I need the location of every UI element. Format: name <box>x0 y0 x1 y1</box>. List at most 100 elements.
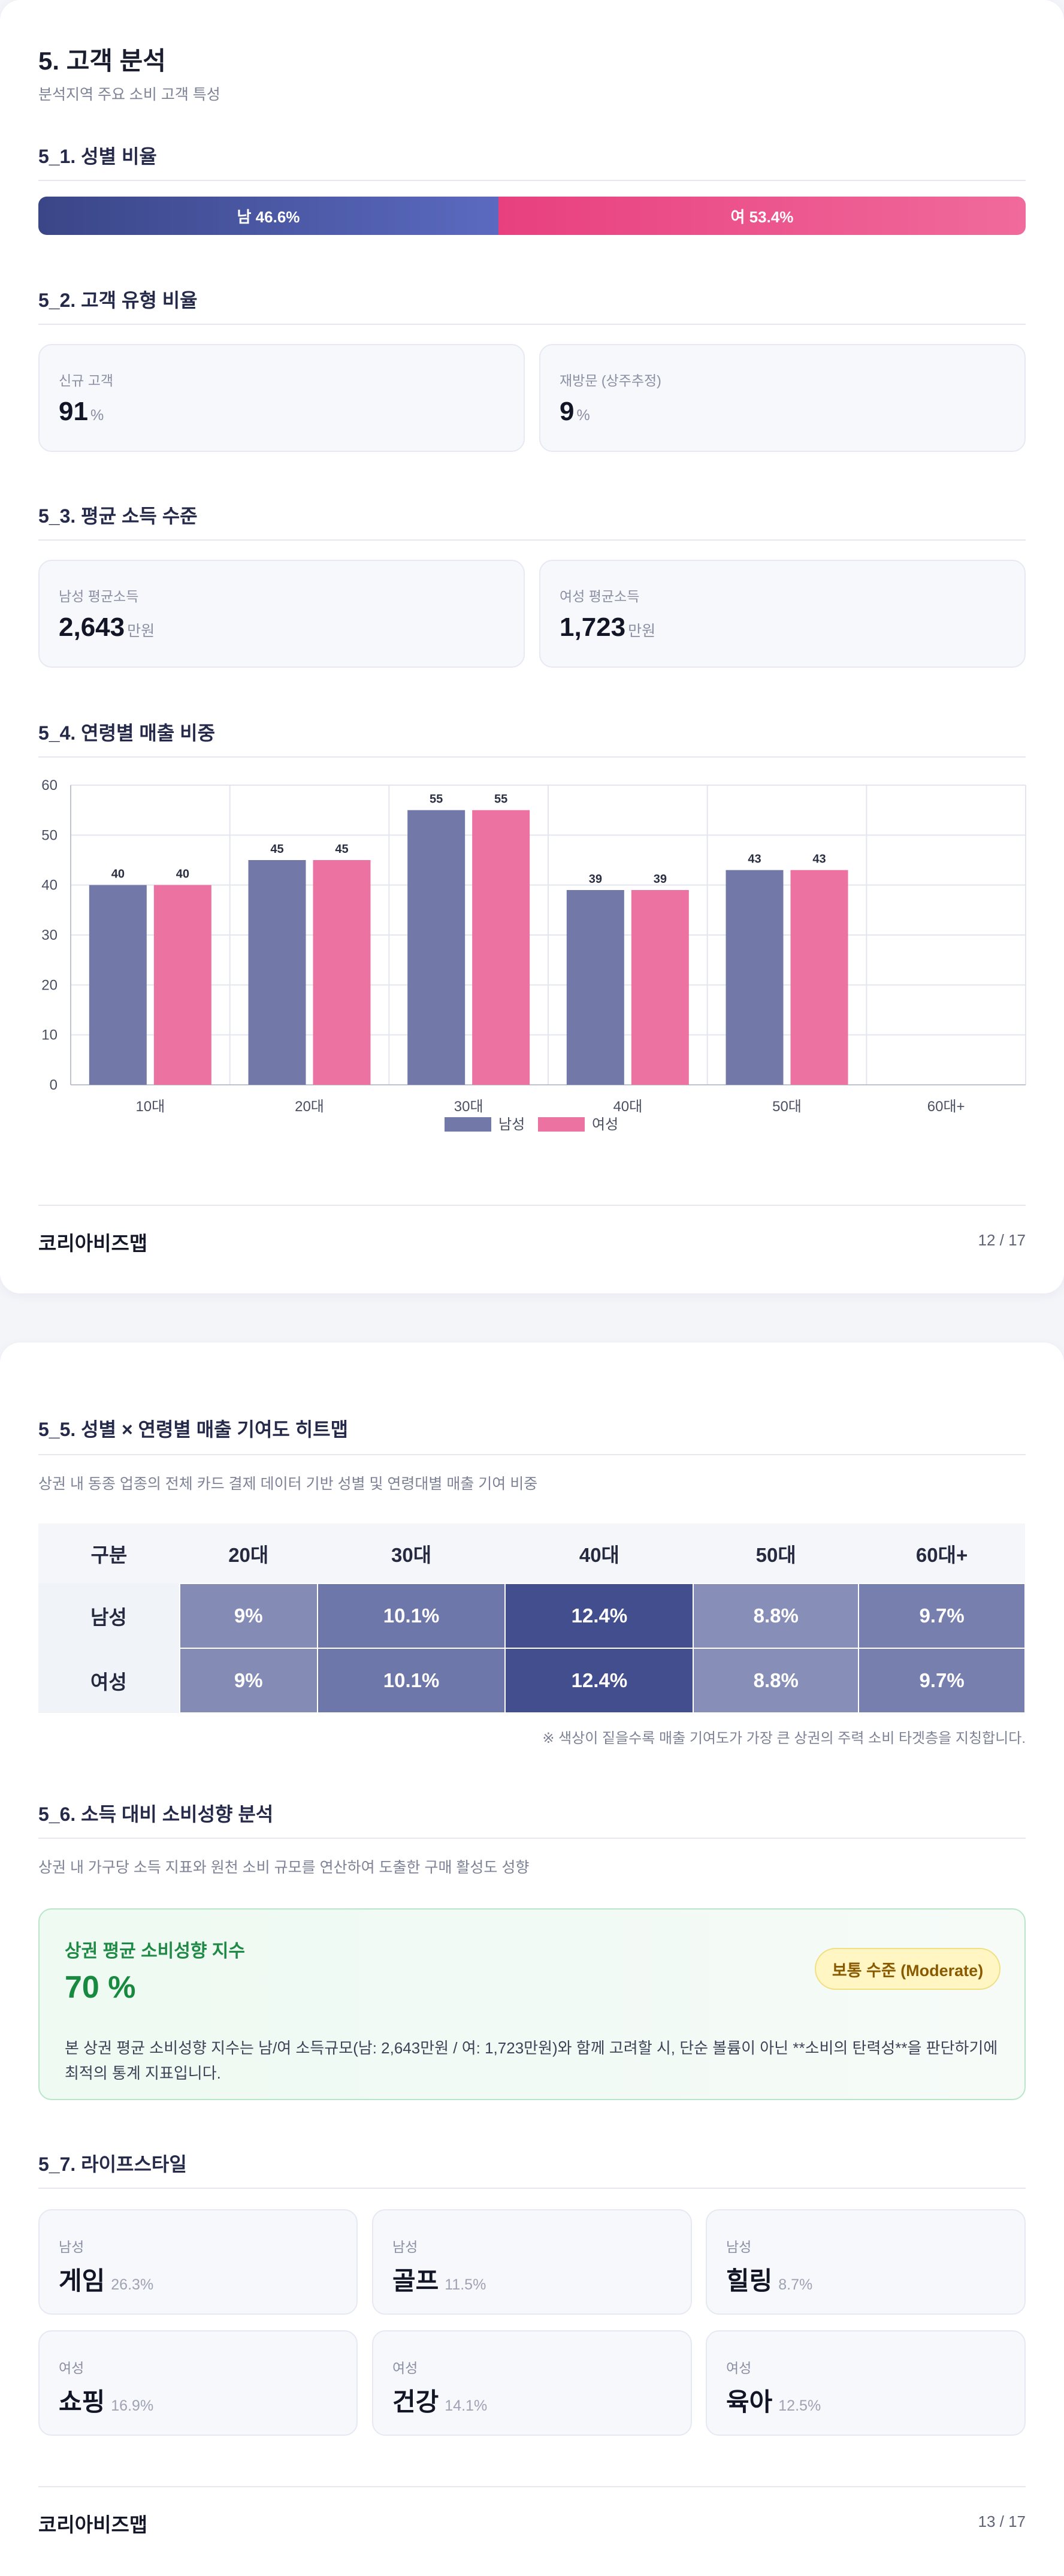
spending-heading: 5_6. 소득 대비 소비성향 분석 <box>38 1803 274 1825</box>
card-value: 9% <box>560 397 590 427</box>
lifestyle-name: 건강 <box>392 2388 439 2416</box>
heatmap-cell: 9% <box>179 1583 318 1649</box>
lifestyle-gender: 남성 <box>59 2239 84 2255</box>
footer-brand: 코리아비즈맵 <box>38 1232 148 1254</box>
column-header: 구분 <box>38 1524 180 1583</box>
index-body: 본 상권 평균 소비성향 지수는 남/여 소득규모(남: 2,643만원 / 여… <box>65 2039 998 2082</box>
heatmap-cell: 9.7% <box>858 1583 1026 1649</box>
data-label: 40 <box>176 868 189 881</box>
y-tick-label: 40 <box>41 877 58 894</box>
row-header: 남성 <box>38 1583 180 1648</box>
lifestyle-card: 여성 육아 12.5% <box>706 2330 1026 2436</box>
heatmap-heading: 5_5. 성별 × 연령별 매출 기여도 히트맵 <box>38 1419 349 1440</box>
report-page-12: 5. 고객 분석 분석지역 주요 소비 고객 특성 5_1. 성별 비율 남 4… <box>0 0 1064 1293</box>
lifestyle-item: 쇼핑 16.9% <box>59 2382 153 2418</box>
heatmap-cell: 8.8% <box>693 1648 860 1714</box>
lifestyle-percent: 16.9% <box>111 2397 154 2414</box>
section-title: 5. 고객 분석 <box>38 47 166 75</box>
x-tick-label: 40대 <box>613 1099 642 1115</box>
female-income-card: 여성 평균소득 1,723 만원 <box>539 560 1026 668</box>
value-number: 1,723 <box>560 613 626 642</box>
footer-divider <box>38 2486 1026 2487</box>
lifestyle-percent: 11.5% <box>445 2276 486 2293</box>
report-page-13: 5_5. 성별 × 연령별 매출 기여도 히트맵 상권 내 동종 업종의 전체 … <box>0 1343 1064 2576</box>
gender-bar-male: 남 46.6% <box>38 197 498 235</box>
heatmap-note: ※ 색상이 짙을수록 매출 기여도가 가장 큰 상권의 주력 소비 타겟층을 지… <box>542 1730 1026 1747</box>
lifestyle-name: 육아 <box>726 2388 773 2416</box>
heatmap-cell: 12.4% <box>504 1648 694 1714</box>
page-number: 13 / 17 <box>978 2512 1026 2530</box>
gender-bar-female: 여 53.4% <box>498 197 1026 235</box>
bar-female <box>313 860 371 1085</box>
divider <box>38 1838 1026 1839</box>
row-header: 여성 <box>38 1648 180 1713</box>
legend-label: 남성 <box>498 1117 525 1133</box>
legend-swatch <box>538 1117 585 1132</box>
divider <box>38 324 1026 325</box>
bar-female <box>472 810 530 1085</box>
column-header: 30대 <box>317 1524 506 1583</box>
column-header: 40대 <box>505 1524 694 1583</box>
divider <box>38 539 1026 541</box>
column-header: 20대 <box>179 1524 318 1583</box>
lifestyle-gender: 여성 <box>392 2360 418 2376</box>
gender-ratio-heading: 5_1. 성별 비율 <box>38 146 157 167</box>
y-tick-label: 20 <box>41 977 58 993</box>
index-value: 70 % <box>65 1970 136 2005</box>
male-income-card: 남성 평균소득 2,643 만원 <box>38 560 525 668</box>
value-number: 2,643 <box>59 613 125 642</box>
column-header: 50대 <box>693 1524 859 1583</box>
divider <box>38 2188 1026 2189</box>
lifestyle-card: 여성 건강 14.1% <box>372 2330 692 2436</box>
card-label: 여성 평균소득 <box>560 589 640 604</box>
y-tick-label: 30 <box>41 927 58 943</box>
heatmap-cell: 10.1% <box>316 1583 506 1649</box>
data-label: 39 <box>654 873 667 886</box>
value-unit: % <box>576 407 590 424</box>
data-label: 55 <box>494 793 507 806</box>
data-label: 43 <box>748 853 761 866</box>
lifestyle-item: 골프 11.5% <box>392 2261 486 2297</box>
lifestyle-item: 게임 26.3% <box>59 2261 153 2297</box>
heatmap-cell: 10.1% <box>316 1648 506 1714</box>
value-number: 9 <box>560 397 575 426</box>
card-label: 재방문 (상주추정) <box>560 373 661 388</box>
heatmap-cell: 9.7% <box>858 1648 1026 1714</box>
gender-ratio-bar: 남 46.6% 여 53.4% <box>38 197 1026 235</box>
income-heading: 5_3. 평균 소득 수준 <box>38 505 198 527</box>
bar-female <box>153 885 211 1085</box>
bar-male <box>248 860 306 1085</box>
card-label: 신규 고객 <box>59 373 114 388</box>
data-label: 55 <box>430 793 443 806</box>
value-number: 91 <box>59 397 88 426</box>
lifestyle-item: 육아 12.5% <box>726 2382 821 2418</box>
lifestyle-card: 남성 힐링 8.7% <box>706 2209 1026 2315</box>
age-sales-heading: 5_4. 연령별 매출 비중 <box>38 722 216 744</box>
section-subtitle: 분석지역 주요 소비 고객 특성 <box>38 86 220 103</box>
moderate-badge: 보통 수준 (Moderate) <box>815 1948 1000 1990</box>
data-label: 45 <box>335 843 348 856</box>
x-tick-label: 60대+ <box>927 1099 965 1115</box>
lifestyle-percent: 14.1% <box>445 2397 488 2414</box>
column-header: 60대+ <box>859 1524 1025 1583</box>
spending-description: 상권 내 가구당 소득 지표와 원천 소비 규모를 연산하여 도출한 구매 활성… <box>38 1859 530 1876</box>
value-unit: 만원 <box>628 623 656 640</box>
bar-female <box>790 870 848 1085</box>
age-sales-bar-chart: 0 10 20 30 40 50 60 40 40 10대 45 45 20대 55 55 30대 39 39 40… <box>41 777 1026 1133</box>
spending-index-box: 상권 평균 소비성향 지수 70 % 보통 수준 (Moderate) 본 상권… <box>38 1908 1026 2100</box>
lifestyle-name: 쇼핑 <box>59 2388 105 2416</box>
heatmap-cell: 8.8% <box>693 1583 860 1649</box>
lifestyle-percent: 12.5% <box>778 2397 821 2414</box>
card-label: 남성 평균소득 <box>59 589 139 604</box>
heatmap-cell: 9% <box>179 1648 318 1714</box>
lifestyle-name: 골프 <box>392 2267 439 2295</box>
page-number: 12 / 17 <box>978 1231 1026 1249</box>
lifestyle-percent: 26.3% <box>111 2276 154 2293</box>
lifestyle-gender: 남성 <box>392 2239 418 2255</box>
card-value: 1,723 만원 <box>560 613 655 643</box>
divider <box>38 756 1026 758</box>
data-label: 40 <box>111 868 125 881</box>
y-tick-label: 60 <box>41 777 58 794</box>
heatmap-header-row: 구분 20대 30대 40대 50대 60대+ <box>38 1524 1025 1583</box>
index-title: 상권 평균 소비성향 지수 <box>65 1941 246 1961</box>
